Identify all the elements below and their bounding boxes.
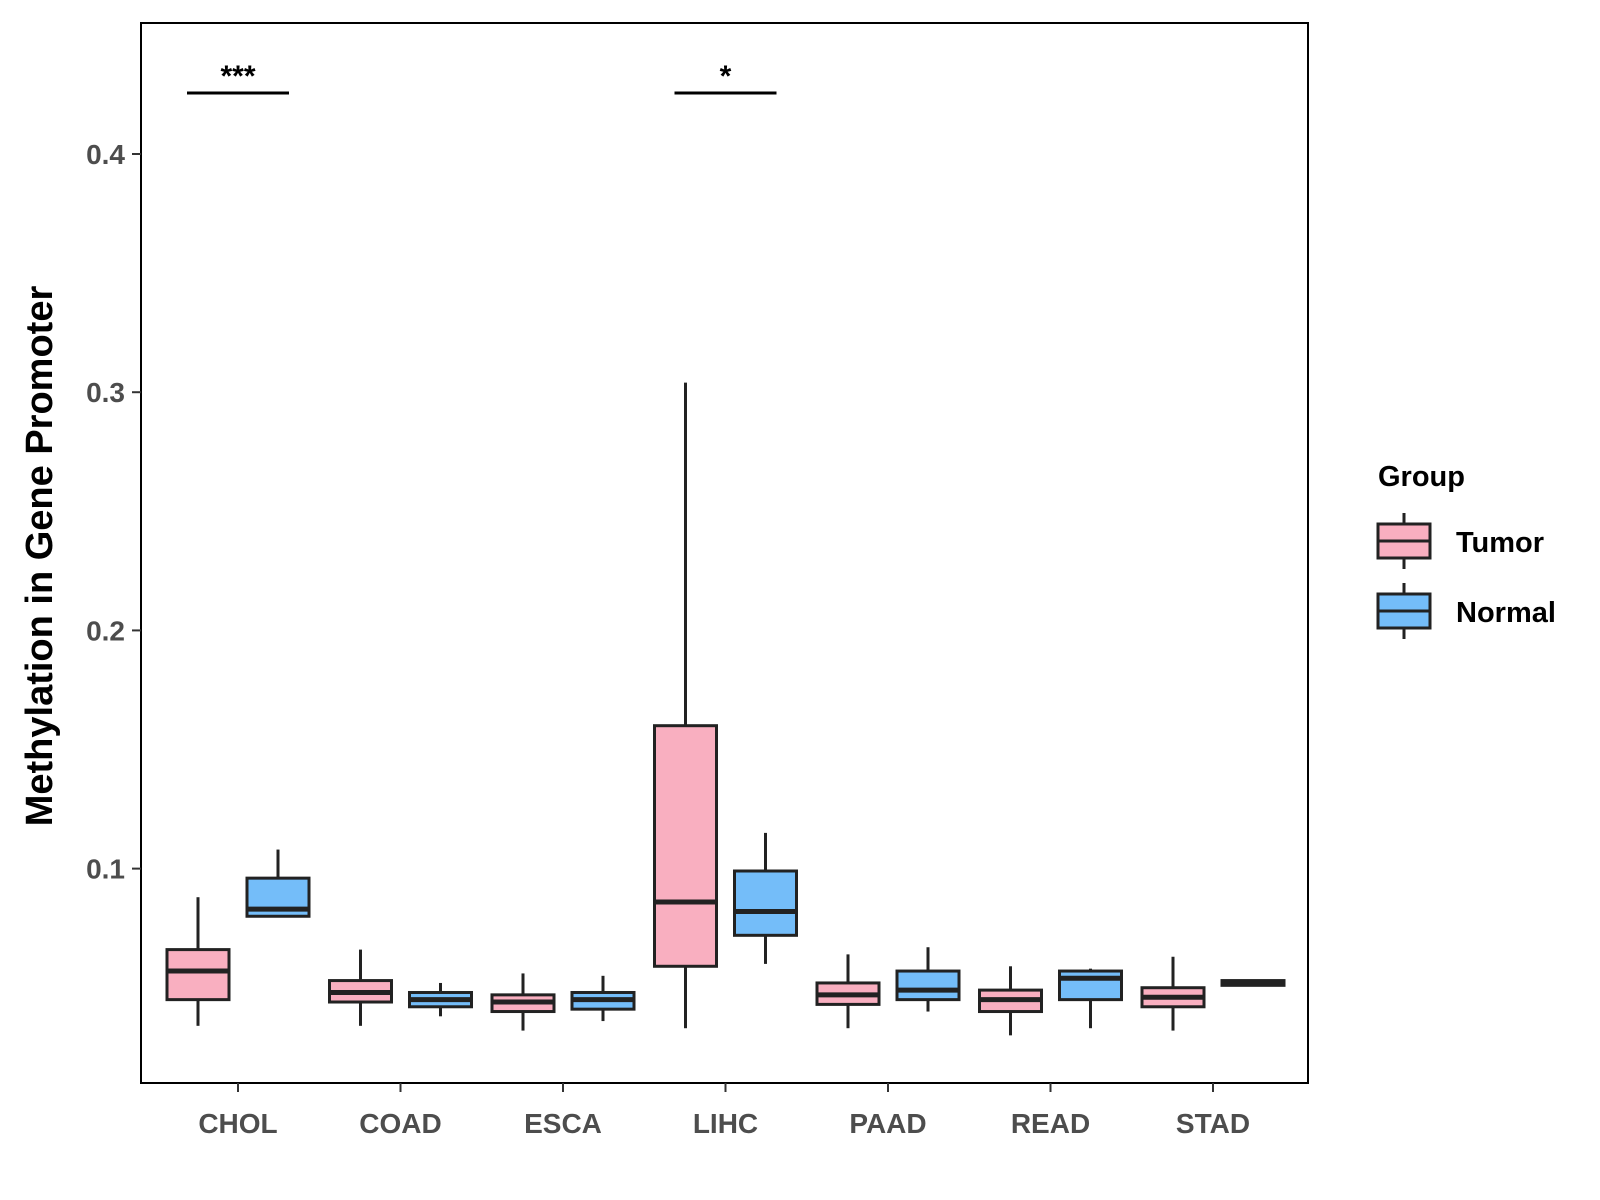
box-tumor-paad (815, 954, 881, 1029)
box-series (165, 382, 1286, 1036)
x-tick-label: CHOL (198, 1108, 277, 1139)
box-normal-esca (570, 975, 636, 1022)
x-tick-label: PAAD (849, 1108, 926, 1139)
significance-label: * (720, 60, 732, 93)
box-tumor-esca (490, 973, 556, 1031)
significance-annotations: *** * (187, 60, 777, 95)
legend-label: Normal (1456, 597, 1556, 629)
legend-title: Group (1378, 461, 1465, 493)
y-tick-label: 0.3 (86, 377, 125, 408)
box-tumor-chol (165, 897, 231, 1026)
x-tick-label: ESCA (524, 1108, 602, 1139)
box-tumor-lihc (653, 382, 718, 1029)
box-normal-stad (1220, 979, 1286, 987)
box-normal-chol (245, 849, 311, 918)
x-tick-label: READ (1011, 1108, 1090, 1139)
box-tumor-coad (328, 949, 393, 1026)
y-tick-label: 0.1 (86, 854, 125, 885)
x-tick-label: COAD (359, 1108, 441, 1139)
x-tick-label: STAD (1176, 1108, 1250, 1139)
y-tick-label: 0.4 (86, 139, 125, 170)
legend-item-normal: Normal (1376, 583, 1556, 639)
significance-label: *** (220, 60, 255, 93)
box-body (653, 724, 718, 968)
plot-panel (140, 22, 1309, 1084)
legend-item-tumor: Tumor (1376, 513, 1544, 569)
x-tick-label: LIHC (693, 1108, 758, 1139)
box-body (733, 869, 798, 937)
box-body (165, 948, 231, 1002)
box-tumor-stad (1140, 956, 1206, 1031)
y-axis: 0.1 0.2 0.3 0.4 (86, 139, 141, 885)
y-tick-label: 0.2 (86, 615, 125, 646)
box-normal-read (1058, 968, 1123, 1029)
box-body (895, 969, 961, 1002)
x-axis: CHOL COAD ESCA LIHC PAAD READ STAD (198, 1083, 1250, 1139)
box-normal-lihc (733, 832, 798, 964)
box-tumor-read (978, 966, 1043, 1036)
legend: Group Tumor Normal (1376, 461, 1556, 639)
legend-keys: Tumor Normal (1376, 513, 1556, 639)
legend-label: Tumor (1456, 527, 1544, 559)
box-normal-coad (408, 982, 473, 1017)
y-axis-title: Methylation in Gene Promoter (19, 286, 61, 827)
box-normal-paad (895, 947, 961, 1012)
box-body (1058, 969, 1123, 1002)
